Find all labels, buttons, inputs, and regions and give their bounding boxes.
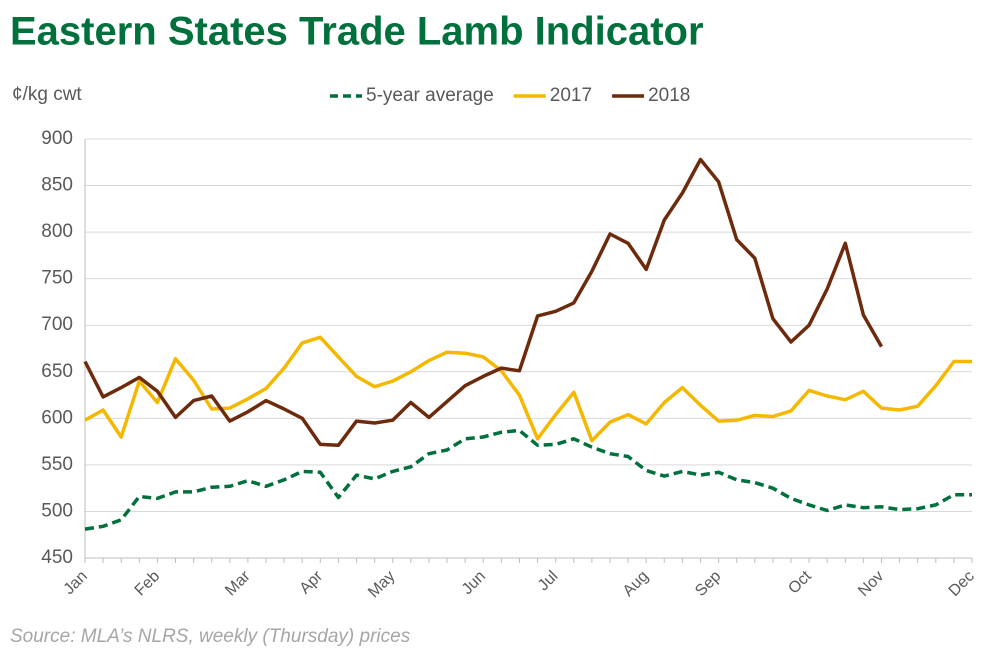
x-tick-label: Jun [459, 568, 489, 598]
x-tick-label: Dec [946, 568, 978, 600]
x-tick-label: Aug [620, 568, 652, 600]
legend-label: 5-year average [366, 85, 494, 106]
y-tick-label: 850 [41, 175, 73, 196]
x-tick-label: May [365, 568, 398, 601]
y-tick-label: 750 [41, 268, 73, 289]
y-tick-label: 800 [41, 221, 73, 242]
x-tick-label: Sep [692, 568, 724, 600]
y-tick-label: 600 [41, 407, 73, 428]
y-tick-label: 900 [41, 128, 73, 149]
y-tick-label: 700 [41, 314, 73, 335]
x-tick-label: Mar [222, 567, 254, 599]
series-line [84, 335, 972, 443]
x-tick-label: Feb [132, 568, 164, 600]
chart-title: Eastern States Trade Lamb Indicator [10, 10, 704, 54]
y-tick-label: 500 [41, 500, 73, 521]
x-tick-label: Oct [785, 567, 815, 597]
y-tick-label: 650 [41, 361, 73, 382]
x-tick-label: Apr [297, 567, 327, 597]
x-tick-label: Jan [61, 568, 91, 598]
series-line [84, 428, 972, 531]
x-tick-label: Jul [535, 568, 561, 594]
source-note: Source: MLA’s NLRS, weekly (Thursday) pr… [10, 626, 411, 647]
legend-label: 2017 [550, 85, 592, 106]
legend-label: 2018 [648, 85, 690, 106]
y-axis-label: ¢/kg cwt [12, 84, 82, 105]
y-tick-label: 450 [41, 547, 73, 568]
series-line [83, 157, 884, 448]
x-tick-label: Nov [855, 568, 887, 600]
y-tick-label: 550 [41, 454, 73, 475]
